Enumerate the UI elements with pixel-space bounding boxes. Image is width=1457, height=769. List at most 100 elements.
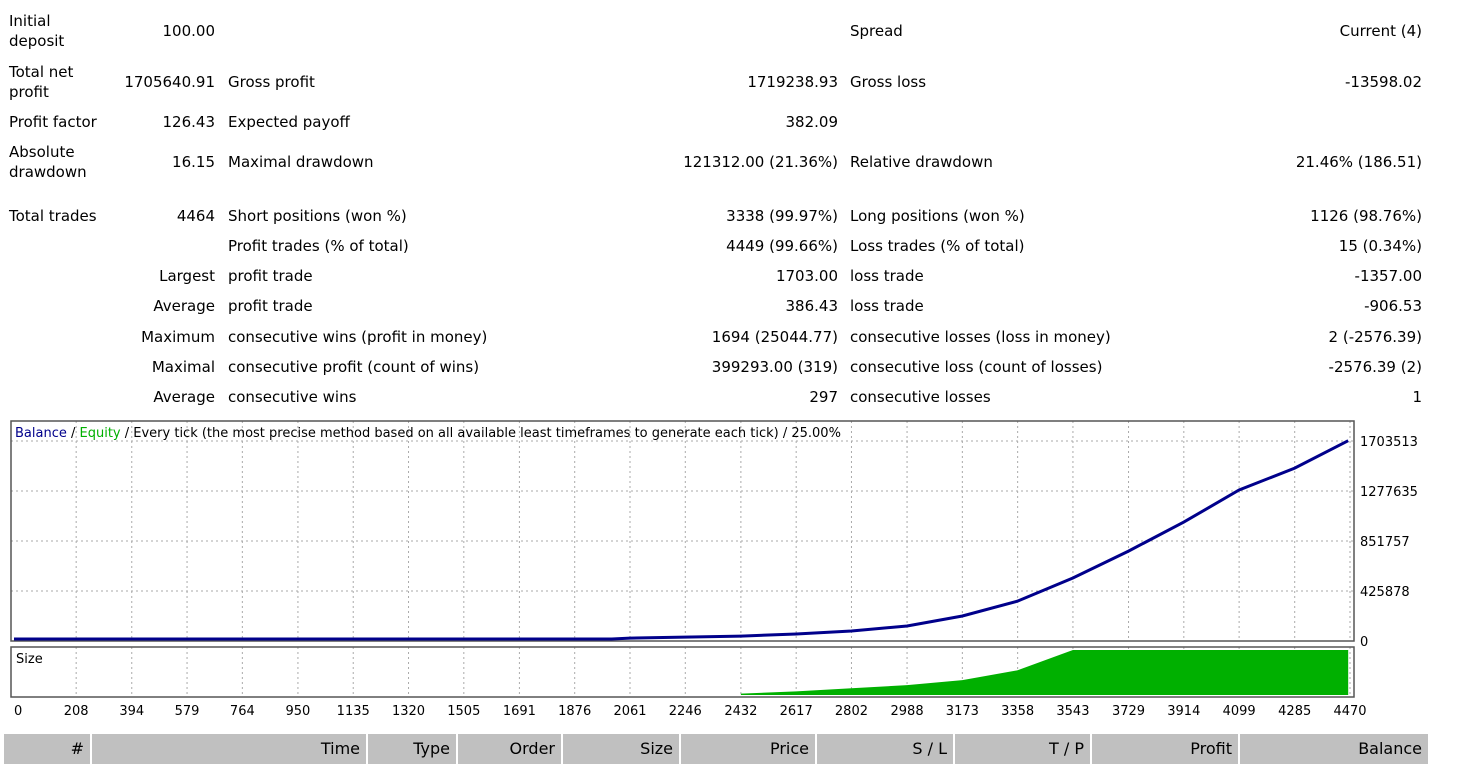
spread-value: Current (4)	[1339, 22, 1422, 40]
max-consec-wins-label: consecutive wins (profit in money)	[228, 328, 488, 346]
maximal-consec-loss-label: consecutive loss (count of losses)	[850, 358, 1103, 376]
average-profit-value: 386.43	[785, 297, 839, 315]
expected-payoff-value: 382.09	[785, 113, 839, 131]
x-tick-label: 764	[230, 704, 255, 719]
total-net-profit-value: 1705640.91	[124, 73, 215, 91]
initial-deposit-label: Initial deposit	[9, 12, 65, 50]
maximum-label: Maximum	[141, 328, 215, 346]
x-tick-label: 2246	[669, 704, 702, 719]
gross-profit-value: 1719238.93	[747, 73, 838, 91]
legend-balance: Balance	[15, 426, 67, 441]
average-consec-label: Average	[153, 388, 215, 406]
maximal-consec-loss-value: -2576.39 (2)	[1328, 358, 1422, 376]
gross-loss-value: -13598.02	[1345, 73, 1422, 91]
absolute-drawdown-value: 16.15	[172, 153, 215, 171]
legend-equity: Equity	[80, 426, 121, 441]
x-tick-label: 950	[286, 704, 311, 719]
y-tick-label: 1277635	[1360, 485, 1418, 500]
relative-drawdown-label: Relative drawdown	[850, 153, 993, 171]
col-price[interactable]: Price	[681, 734, 817, 764]
maximal-consec-profit-value: 399293.00 (319)	[711, 358, 838, 376]
maximal-drawdown-label: Maximal drawdown	[228, 153, 374, 171]
x-tick-label: 208	[64, 704, 89, 719]
x-tick-label: 394	[119, 704, 144, 719]
size-plot-frame	[10, 646, 1355, 698]
average-profit-label: profit trade	[228, 297, 313, 315]
x-tick-label: 579	[175, 704, 200, 719]
largest-loss-value: -1357.00	[1354, 267, 1422, 285]
total-trades-label: Total trades	[9, 207, 97, 225]
x-tick-label: 4285	[1278, 704, 1311, 719]
average-consec-wins-label: consecutive wins	[228, 388, 357, 406]
spread-label: Spread	[850, 22, 903, 40]
long-positions-value: 1126 (98.76%)	[1310, 207, 1422, 225]
col-number[interactable]: #	[4, 734, 92, 764]
profit-trades-value: 4449 (99.66%)	[726, 237, 838, 255]
max-consec-losses-label: consecutive losses (loss in money)	[850, 328, 1111, 346]
profit-trades-label: Profit trades (% of total)	[228, 237, 409, 255]
short-positions-label: Short positions (won %)	[228, 207, 407, 225]
profit-factor-value: 126.43	[162, 113, 216, 131]
main-plot-frame	[10, 420, 1355, 642]
average-consec-losses-value: 1	[1412, 388, 1422, 406]
chart-legend: Balance / Equity / Every tick (the most …	[15, 426, 841, 441]
average-consec-wins-value: 297	[809, 388, 838, 406]
average-loss-value: -906.53	[1364, 297, 1422, 315]
maximal-drawdown-value: 121312.00 (21.36%)	[683, 153, 838, 171]
x-tick-label: 4470	[1333, 704, 1366, 719]
average-loss-label: loss trade	[850, 297, 924, 315]
col-tp[interactable]: T / P	[955, 734, 1092, 764]
profit-factor-label: Profit factor	[9, 113, 97, 131]
short-positions-value: 3338 (99.97%)	[726, 207, 838, 225]
x-tick-label: 2432	[724, 704, 757, 719]
max-consec-wins-value: 1694 (25044.77)	[711, 328, 838, 346]
trades-table-header: # Time Type Order Size Price S / L T / P…	[4, 734, 1430, 764]
col-profit[interactable]: Profit	[1092, 734, 1240, 764]
y-tick-label: 425878	[1360, 585, 1410, 600]
relative-drawdown-value: 21.46% (186.51)	[1295, 153, 1422, 171]
x-tick-label: 3173	[946, 704, 979, 719]
x-tick-label: 4099	[1223, 704, 1256, 719]
col-time[interactable]: Time	[92, 734, 368, 764]
size-label: Size	[16, 652, 43, 667]
average-label: Average	[153, 297, 215, 315]
maximal-label: Maximal	[151, 358, 215, 376]
col-order[interactable]: Order	[458, 734, 563, 764]
absolute-drawdown-label: Absolute drawdown	[9, 143, 87, 181]
gross-profit-label: Gross profit	[228, 73, 315, 91]
col-type[interactable]: Type	[368, 734, 458, 764]
x-tick-label: 1691	[503, 704, 536, 719]
loss-trades-label: Loss trades (% of total)	[850, 237, 1025, 255]
x-tick-label: 3358	[1001, 704, 1034, 719]
x-tick-label: 3543	[1056, 704, 1089, 719]
x-tick-label: 1876	[558, 704, 591, 719]
y-tick-label: 1703513	[1360, 435, 1418, 450]
largest-profit-label: profit trade	[228, 267, 313, 285]
x-tick-label: 2988	[891, 704, 924, 719]
x-tick-label: 1135	[337, 704, 370, 719]
total-net-profit-label: Total net profit	[9, 63, 74, 101]
x-tick-label: 3729	[1112, 704, 1145, 719]
total-trades-value: 4464	[176, 207, 215, 225]
maximal-consec-profit-label: consecutive profit (count of wins)	[228, 358, 480, 376]
col-balance[interactable]: Balance	[1240, 734, 1430, 764]
legend-sep: /	[67, 426, 80, 441]
max-consec-losses-value: 2 (-2576.39)	[1328, 328, 1422, 346]
y-tick-label: 0	[1360, 635, 1368, 650]
x-tick-label: 3914	[1167, 704, 1200, 719]
x-tick-label: 2061	[613, 704, 646, 719]
largest-label: Largest	[159, 267, 215, 285]
x-tick-label: 1505	[447, 704, 480, 719]
average-consec-losses-label: consecutive losses	[850, 388, 991, 406]
balance-line	[14, 439, 1349, 641]
largest-profit-value: 1703.00	[775, 267, 838, 285]
col-size[interactable]: Size	[563, 734, 681, 764]
x-tick-label: 2617	[780, 704, 813, 719]
col-sl[interactable]: S / L	[817, 734, 955, 764]
expected-payoff-label: Expected payoff	[228, 113, 350, 131]
x-tick-label: 0	[14, 704, 22, 719]
largest-loss-label: loss trade	[850, 267, 924, 285]
size-area	[740, 650, 1349, 695]
y-tick-label: 851757	[1360, 535, 1410, 550]
loss-trades-value: 15 (0.34%)	[1338, 237, 1422, 255]
